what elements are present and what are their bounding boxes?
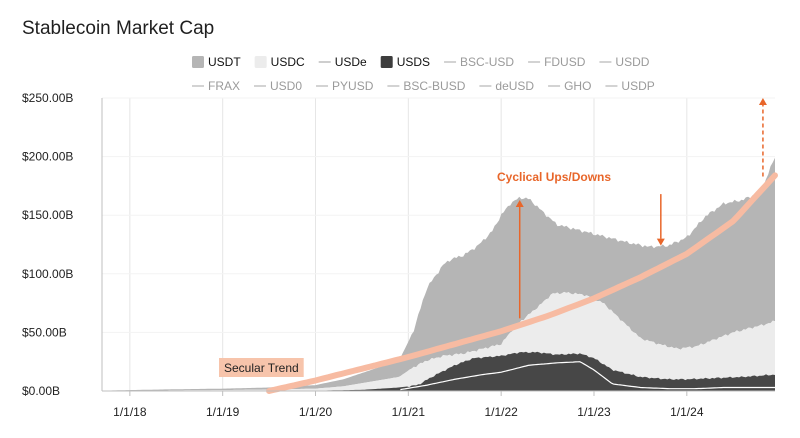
legend-label: GHO — [564, 79, 591, 93]
legend-swatch — [254, 56, 267, 68]
legend-label: USDS — [397, 55, 430, 69]
legend-item-frax[interactable]: FRAX — [192, 79, 240, 93]
legend-item-usde[interactable]: USDe — [318, 55, 367, 69]
secular-trend-line — [266, 172, 778, 394]
chart-title: Stablecoin Market Cap — [22, 18, 215, 39]
legend-item-usdd[interactable]: USDD — [599, 55, 650, 69]
area-usds — [102, 351, 775, 391]
down-arrow-2023 — [656, 194, 665, 246]
legend-item-usdp[interactable]: USDP — [605, 79, 655, 93]
legend-item-pyusd[interactable]: PYUSD — [316, 79, 374, 93]
annot-layer: Cyclical Ups/Downs Secular Trend — [219, 98, 767, 377]
x-tick-label: 1/1/19 — [206, 405, 240, 419]
legend-label: PYUSD — [332, 79, 374, 93]
legend-label: FRAX — [208, 79, 240, 93]
x-tick-label: 1/1/24 — [670, 405, 704, 419]
x-tick-label: 1/1/20 — [299, 405, 333, 419]
x-tick-label: 1/1/21 — [392, 405, 426, 419]
line-usde — [400, 361, 775, 391]
legend-swatch — [192, 56, 204, 68]
legend-item-fdusd[interactable]: FDUSD — [528, 55, 586, 69]
trend-layer — [266, 172, 778, 394]
y-tick-label: $50.00B — [22, 325, 67, 339]
area-layer — [102, 157, 775, 391]
legend-label: BSC-BUSD — [403, 79, 465, 93]
legend-label: FDUSD — [544, 55, 586, 69]
legend-label: BSC-USD — [460, 55, 514, 69]
annotation-secular-bg — [219, 358, 304, 377]
area-usdt — [102, 157, 775, 391]
x-tick-label: 1/1/23 — [577, 405, 611, 419]
arrow-head — [656, 238, 665, 246]
y-tick-label: $0.00B — [22, 384, 60, 398]
legend-item-bsc-busd[interactable]: BSC-BUSD — [387, 79, 466, 93]
legend-label: USDC — [271, 55, 305, 69]
y-tick-label: $150.00B — [22, 208, 73, 222]
y-tick-label: $100.00B — [22, 267, 73, 281]
area-usdc — [102, 291, 775, 391]
legend-label: USD0 — [270, 79, 302, 93]
arrow-head — [758, 98, 767, 105]
y-tick-label: $200.00B — [22, 150, 73, 164]
legend-item-gho[interactable]: GHO — [548, 79, 591, 93]
legend-item-usds[interactable]: USDS — [380, 55, 430, 69]
legend-item-bsc-usd[interactable]: BSC-USD — [444, 55, 514, 69]
legend-label: USDe — [335, 55, 367, 69]
annotation-cyclical: Cyclical Ups/Downs — [497, 170, 611, 184]
legend-label: USDD — [615, 55, 649, 69]
legend-label: deUSD — [495, 79, 534, 93]
legend-item-usdt[interactable]: USDT — [192, 55, 241, 69]
up-arrow-2024 — [758, 98, 767, 177]
legend-item-deusd[interactable]: deUSD — [479, 79, 534, 93]
legend-swatch — [380, 56, 393, 68]
axis-layer: $0.00B $50.00B $100.00B $150.00B $200.00B $25… — [22, 91, 775, 419]
legend-layer: USDT USDC USDe USDS BSC-USD FDUSD USDD FRAX USD0… — [192, 55, 655, 93]
legend-label: USDP — [621, 79, 654, 93]
arrow-head — [515, 199, 524, 207]
y-tick-label: $250.00B — [22, 91, 73, 105]
legend-label: USDT — [208, 55, 241, 69]
legend-item-usd0[interactable]: USD0 — [254, 79, 302, 93]
up-arrow-2022 — [515, 199, 524, 319]
annotation-secular: Secular Trend — [224, 361, 299, 375]
x-tick-label: 1/1/18 — [113, 405, 147, 419]
legend-item-usdc[interactable]: USDC — [254, 55, 305, 69]
x-tick-label: 1/1/22 — [484, 405, 518, 419]
